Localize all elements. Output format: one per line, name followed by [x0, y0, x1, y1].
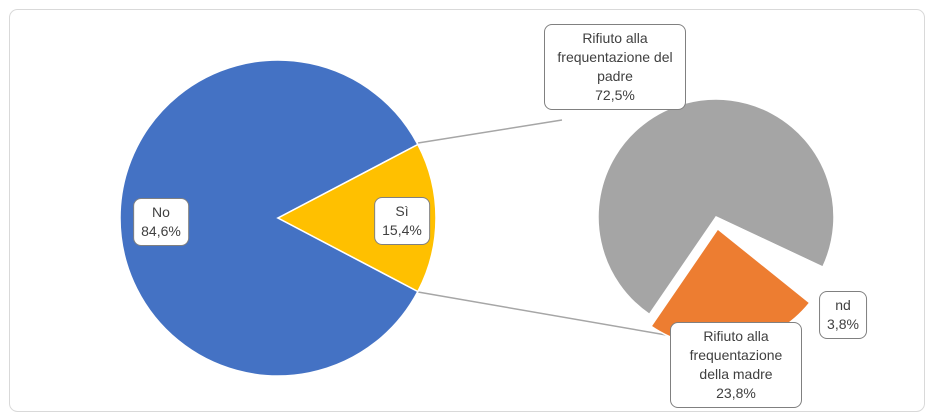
- data-label: nd 3,8%: [819, 291, 867, 339]
- pie-slice: [715, 216, 824, 293]
- category-label: Rifiuto alla frequentazione del padre: [557, 30, 673, 84]
- connector-line: [417, 291, 673, 337]
- data-label: Rifiuto alla frequentazione del padre 72,…: [544, 24, 686, 110]
- data-label: No 84,6%: [133, 198, 189, 246]
- pie-slice: [119, 59, 419, 377]
- value-label: 15,4%: [382, 222, 422, 238]
- data-label: Sì 15,4%: [374, 197, 430, 245]
- value-label: 23,8%: [716, 385, 756, 401]
- pie-slice: [276, 143, 437, 293]
- data-label: Rifiuto alla frequentazione della madre 2…: [670, 322, 802, 408]
- connector-line: [417, 119, 563, 144]
- value-label: 72,5%: [595, 87, 635, 103]
- category-label: nd: [835, 297, 851, 313]
- category-label: Rifiuto alla frequentazione della madre: [689, 328, 783, 382]
- value-label: 84,6%: [141, 223, 181, 239]
- category-label: Sì: [395, 203, 409, 219]
- value-label: 3,8%: [827, 316, 859, 332]
- category-label: No: [152, 204, 170, 220]
